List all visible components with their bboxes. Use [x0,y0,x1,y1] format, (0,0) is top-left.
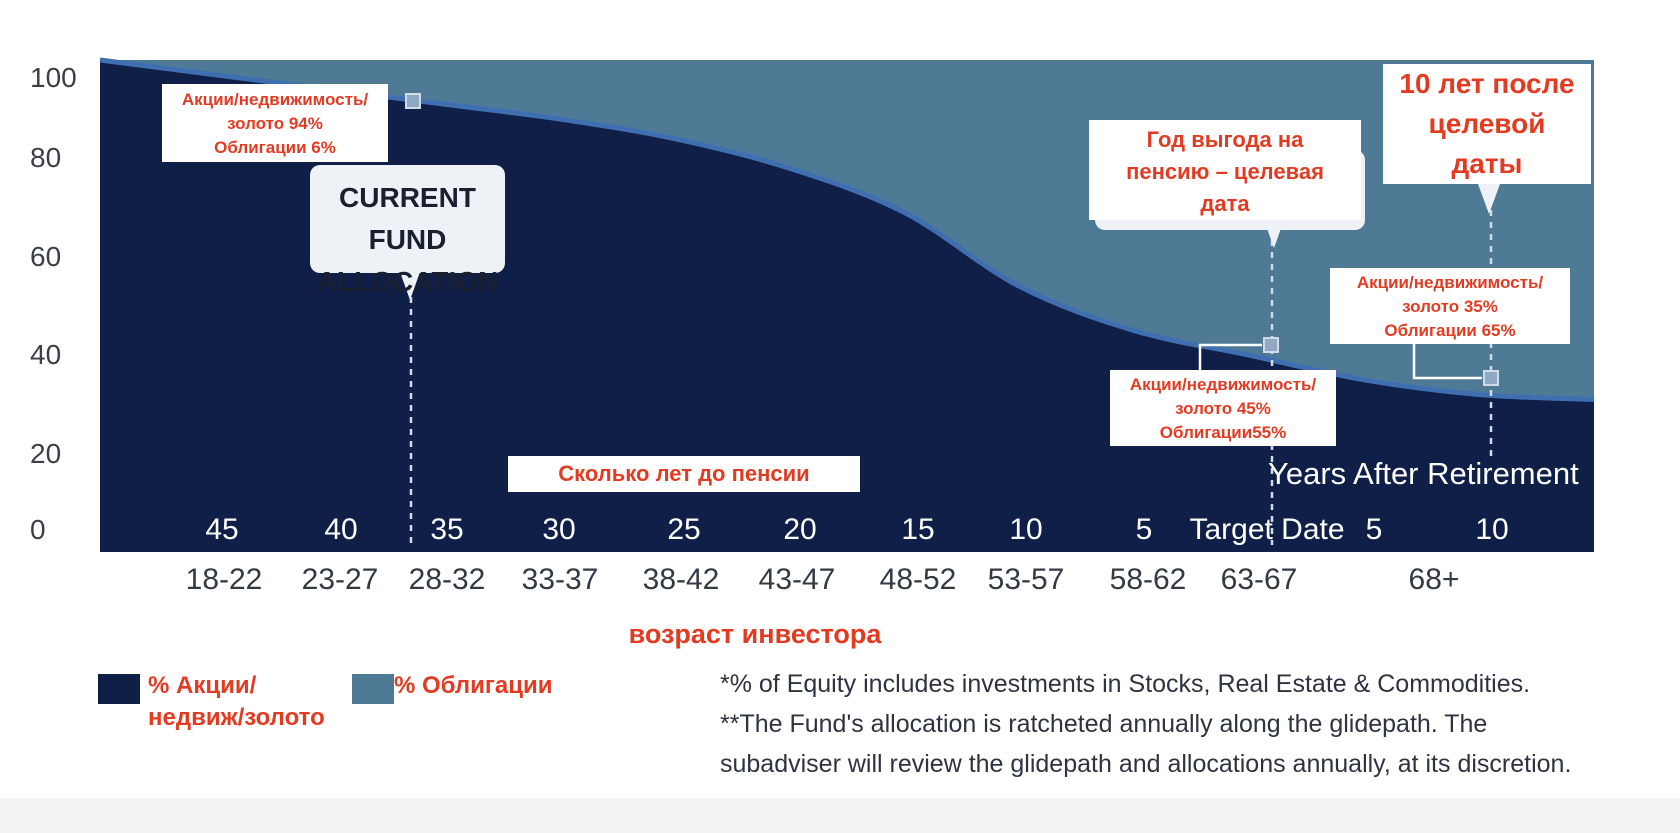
years-after-retirement-label: Years After Retirement [1268,456,1579,491]
y-tick-label: 60 [30,240,62,272]
legend-equity-line-2: недвиж/золото [148,704,325,731]
age-tick-label: 33-37 [521,563,599,596]
years-tick-label: 10 [1475,513,1509,546]
after-alloc-line-3: Облигации 65% [1384,321,1516,340]
age-tick-label: 68+ [1408,563,1460,596]
age-tick-label: 58-62 [1109,563,1187,596]
target-alloc-line-3: Облигации55% [1159,423,1287,442]
age-tick-label: 63-67 [1220,563,1298,596]
y-tick-label: 40 [30,339,62,371]
age-tick-label: 48-52 [879,563,957,596]
current-allocation-box: Акции/недвижимость/ золото 94% Облигации… [162,84,388,162]
footnote-3: subadviser will review the glidepath and… [720,750,1572,778]
after-allocation-box: Акции/недвижимость/ золото 35% Облигации… [1330,268,1570,344]
y-tick-label: 0 [30,514,46,545]
target-title-line-1: Год выгода на [1146,127,1304,152]
after-alloc-line-2: золото 35% [1402,297,1498,316]
legend-bonds-swatch [352,674,394,704]
years-tick-label: 5 [1135,513,1153,546]
age-tick-label: 43-47 [758,563,836,596]
y-tick-label: 100 [30,62,77,93]
footnote-2: **The Fund's allocation is ratcheted ann… [720,710,1488,738]
current-fund-pointer [400,272,420,300]
years-tick-label: 30 [542,513,576,546]
current-marker [405,93,421,109]
years-to-retirement-title: Сколько лет до пенсии [508,456,860,492]
age-tick-label: 53-57 [987,563,1065,596]
years-tick-label: 35 [430,513,464,546]
x-axis-title: возраст инвестора [560,614,950,654]
legend-bonds-label: % Облигации [394,672,553,699]
y-tick-label: 80 [30,142,62,174]
current-alloc-line-1: Акции/недвижимость/ [181,90,369,109]
years-tick-label: 25 [667,513,701,546]
years-tick-label: 20 [783,513,817,546]
current-fund-text-2: ALLOCATION [316,266,499,297]
after-retirement-title-box: 10 лет после целевой даты [1383,64,1591,184]
current-fund-callout: CURRENT FUND ALLOCATION [310,165,505,297]
current-alloc-line-2: золото 94% [227,114,323,133]
legend-equity-label: % Акции/ недвиж/золото [148,670,325,734]
age-tick-label: 23-27 [301,563,379,596]
age-tick-label: 38-42 [642,563,720,596]
after-connector [1412,344,1482,380]
current-alloc-line-3: Облигации 6% [214,138,336,157]
footnote-1: *% of Equity includes investments in Sto… [720,670,1531,698]
years-tick-label: 5 [1365,513,1383,546]
y-tick-label: 20 [30,437,62,469]
after-pointer [1478,184,1500,214]
years-tick-label: 45 [205,513,239,546]
target-date-title-box: Год выгода на пенсию – целевая дата [1089,120,1361,220]
age-tick-label: 28-32 [408,563,486,596]
target-marker [1263,337,1279,353]
years-tick-label: 10 [1009,513,1043,546]
age-tick-label: 18-22 [185,563,263,596]
current-fund-text-1: CURRENT FUND [339,182,476,255]
after-title-line-3: даты [1451,148,1523,179]
target-allocation-box: Акции/недвижимость/ золото 45% Облигации… [1110,370,1336,446]
after-title-line-2: целевой [1428,108,1546,139]
target-alloc-line-2: золото 45% [1175,399,1271,418]
bottom-band [0,798,1680,833]
after-title-line-1: 10 лет после [1399,68,1575,99]
target-connector [1198,343,1262,370]
legend-equity-swatch [98,674,140,704]
years-tick-label: Target Date [1189,513,1345,546]
after-alloc-line-1: Акции/недвижимость/ [1356,273,1544,292]
target-title-line-3: дата [1200,191,1250,216]
years-tick-label: 15 [901,513,935,546]
years-tick-label: 40 [324,513,358,546]
after-marker [1483,370,1499,386]
target-alloc-line-1: Акции/недвижимость/ [1129,375,1317,394]
legend-equity-line-1: % Акции/ [148,672,257,699]
target-title-line-2: пенсию – целевая [1126,159,1324,184]
